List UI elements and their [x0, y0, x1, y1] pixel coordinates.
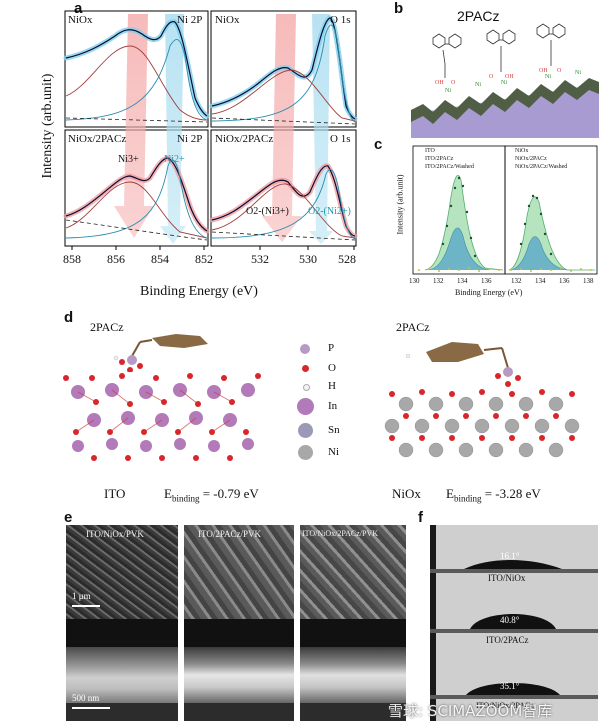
- panel-d-right-label: 2PACz: [396, 320, 430, 334]
- ito-label: ITO: [104, 486, 126, 501]
- tick-858: 858: [63, 252, 81, 266]
- annotation-ni2: Ni2+: [164, 154, 185, 165]
- legend-c-left-0: ITO: [425, 148, 435, 154]
- legend-c-right-2: NiOx/2PACz/Washed: [515, 164, 568, 170]
- panel-d-left-label: 2PACz: [90, 320, 124, 334]
- tick-528: 528: [338, 252, 356, 266]
- legend-atom-p: P: [296, 340, 366, 358]
- svg-text:Ni: Ni: [475, 82, 481, 88]
- svg-text:OH: OH: [505, 74, 514, 80]
- tick-c-4: 132: [511, 277, 522, 285]
- sem-1-caption: ITO/NiOx/PVK: [86, 529, 144, 539]
- droplet-3: [430, 683, 598, 699]
- panel-label-d: d: [64, 309, 74, 326]
- subplot-4-element: O 1s: [330, 133, 351, 145]
- ito-2pacz-model: [60, 334, 261, 468]
- tick-c-0: 130: [409, 277, 420, 285]
- svg-text:O: O: [489, 74, 494, 80]
- ito-binding-energy: Ebinding = -0.79 eV: [164, 486, 259, 504]
- sem-2-caption: ITO/2PACz/PVK: [198, 529, 262, 539]
- watermark: 雪球: SCIMAZOOM智库: [388, 702, 553, 720]
- subplot-1-element: Ni 2P: [177, 14, 203, 26]
- tick-c-7: 138: [583, 277, 594, 285]
- annotation-o-ni2: O2-(Ni2+): [308, 206, 351, 217]
- legend-atom-o: O: [296, 360, 366, 378]
- panel-c-plot: [412, 145, 598, 275]
- panel-label-f: f: [418, 509, 423, 526]
- subplot-3-element: Ni 2P: [177, 133, 203, 145]
- panel-d: 2PACz 2PACz: [60, 312, 610, 508]
- 2pacz-molecule-illustration: OH O O OH OH O Ni Ni Ni Ni Ni: [411, 23, 599, 138]
- legend-c-right-1: NiOx/2PACz: [515, 156, 547, 162]
- panel-c: Intensity (arb.unit) ITO ITO/2PACz ITO/2…: [385, 140, 610, 310]
- tick-c-5: 134: [535, 277, 546, 285]
- legend-c-left-2: ITO/2PACz/Washed: [425, 164, 474, 170]
- panel-b-title: 2PACz: [457, 8, 500, 24]
- tick-530: 530: [299, 252, 317, 266]
- svg-text:Ni: Ni: [445, 88, 451, 94]
- subplot-1-sample: NiOx: [68, 14, 93, 26]
- legend-atom-in: In: [296, 396, 366, 418]
- sem-3-caption: ITO/NiOx/2PACz/PVK: [302, 529, 379, 538]
- droplet-1: [430, 560, 598, 573]
- panel-a-plots: [63, 10, 358, 250]
- panel-label-a: a: [74, 0, 83, 17]
- sem-image-3: ITO/NiOx/2PACz/PVK: [300, 525, 406, 721]
- subplot-4-sample: NiOx/2PACz: [215, 133, 274, 145]
- annotation-o-ni3: O2-(Ni3+): [246, 206, 289, 217]
- sem-image-1: ITO/NiOx/PVK 1 μm 500 nm: [66, 525, 178, 721]
- svg-text:O: O: [557, 68, 562, 74]
- panel-c-xlabel: Binding Energy (eV): [455, 288, 523, 297]
- legend-atom-sn: Sn: [296, 420, 366, 442]
- niox-2pacz-model: [384, 342, 580, 458]
- substrate-label-1: ITO/NiOx: [488, 573, 526, 583]
- panel-a: Intensity (arb.unit) Binding Energy (eV): [30, 6, 370, 306]
- legend-atom-ni: Ni: [296, 442, 366, 464]
- svg-text:Ni: Ni: [501, 80, 507, 86]
- tick-532: 532: [251, 252, 269, 266]
- annotation-ni3: Ni3+: [118, 154, 139, 165]
- panel-b: 2PACz OH O O OH OH O Ni Ni Ni Ni Ni: [405, 6, 605, 138]
- panel-e: ITO/NiOx/PVK 1 μm 500 nm ITO/2PACz/PVK I…: [66, 525, 406, 721]
- svg-text:Ni: Ni: [545, 74, 551, 80]
- tick-852: 852: [195, 252, 213, 266]
- subplot-3-sample: NiOx/2PACz: [68, 133, 127, 145]
- niox-binding-energy: Ebinding = -3.28 eV: [446, 486, 541, 504]
- tick-c-1: 132: [433, 277, 444, 285]
- svg-text:OH: OH: [435, 80, 444, 86]
- tick-856: 856: [107, 252, 125, 266]
- subplot-2-sample: NiOx: [215, 14, 240, 26]
- contact-angle-3: 35.1°: [500, 681, 520, 691]
- contact-angle-2: 40.8°: [500, 615, 520, 625]
- scale-bar-500nm: 500 nm: [72, 693, 100, 703]
- sem-image-2: ITO/2PACz/PVK: [184, 525, 294, 721]
- legend-c-left-1: ITO/2PACz: [425, 156, 454, 162]
- panel-label-c: c: [374, 136, 383, 153]
- tick-c-6: 136: [559, 277, 570, 285]
- legend-atom-h: H: [296, 378, 366, 396]
- tick-854: 854: [151, 252, 169, 266]
- substrate-label-3: ITO/NiOx/2PACz: [476, 701, 534, 710]
- contact-angle-1: 16.1°: [500, 551, 520, 561]
- panel-label-b: b: [394, 0, 404, 17]
- svg-text:OH: OH: [539, 68, 548, 74]
- panel-f: 16.1° ITO/NiOx 40.8° ITO/2PACz 35.1° ITO…: [430, 525, 598, 721]
- subplot-2-element: O 1s: [330, 14, 351, 26]
- panel-label-e: e: [64, 509, 73, 526]
- scale-bar-1um: 1 μm: [72, 591, 91, 601]
- legend-c-right-0: NiOx: [515, 148, 529, 154]
- svg-text:O: O: [451, 80, 456, 86]
- panel-a-xlabel: Binding Energy (eV): [140, 284, 258, 299]
- tick-c-3: 136: [481, 277, 492, 285]
- niox-label: NiOx: [392, 486, 421, 501]
- substrate-label-2: ITO/2PACz: [486, 635, 529, 645]
- svg-text:Ni: Ni: [575, 70, 581, 76]
- droplet-2: [430, 614, 598, 633]
- tick-c-2: 134: [457, 277, 468, 285]
- atom-legend: P O H In Sn Ni: [296, 340, 366, 480]
